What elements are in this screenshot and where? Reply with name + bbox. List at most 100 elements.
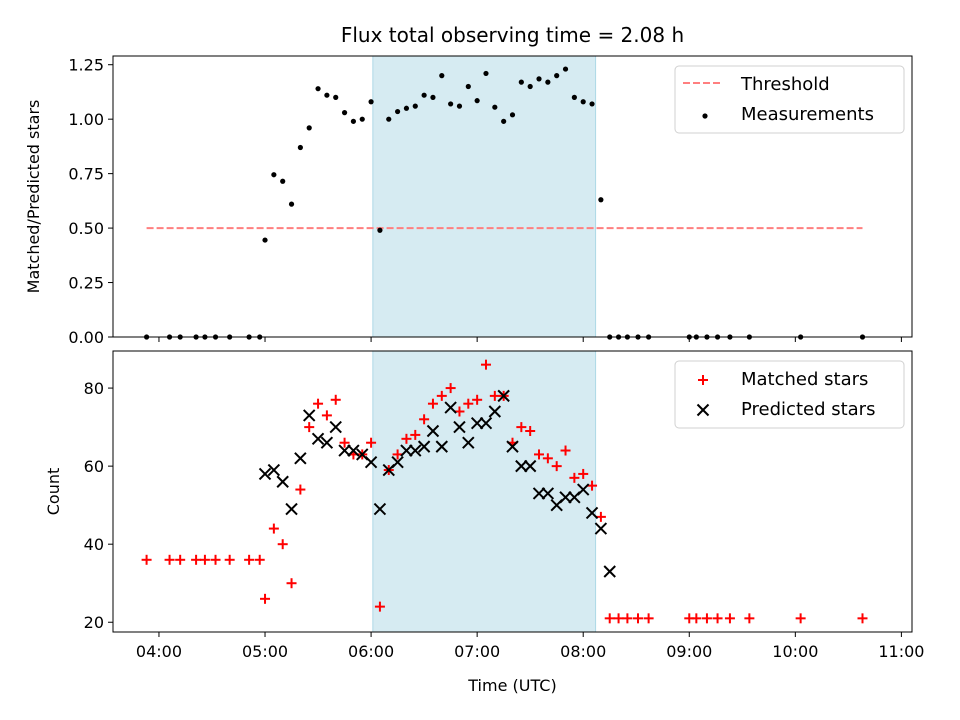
measurement-point (509, 112, 516, 118)
matched-stars-point (560, 445, 571, 456)
measurement-point (262, 237, 268, 243)
measurement-point (341, 110, 348, 116)
matched-stars-point (419, 414, 430, 425)
measurement-point (306, 125, 312, 131)
matched-stars-point (744, 613, 755, 624)
measurement-point (492, 104, 498, 110)
matched-stars-point (472, 394, 483, 405)
matched-stars-point (463, 398, 474, 409)
top-legend-box (674, 65, 905, 134)
measurement-point (465, 83, 471, 90)
measurement-point (518, 79, 524, 85)
predicted-stars-point (426, 424, 440, 438)
matched-stars-point (260, 593, 271, 604)
legend-plus-mark (698, 375, 708, 385)
matched-stars-point (224, 554, 235, 565)
top-legend: Threshold Measurements (674, 65, 905, 134)
predicted-stars-point (320, 436, 334, 449)
bottom-y-tick-label: 40 (84, 535, 104, 554)
x-tick-label: 09:00 (666, 642, 712, 661)
matched-stars-point (516, 422, 527, 433)
matched-stars-point (374, 601, 385, 612)
predicted-stars-point (285, 502, 298, 516)
matched-stars-point (445, 383, 456, 394)
predicted-stars-point (479, 416, 493, 430)
x-tick-label: 08:00 (560, 642, 606, 661)
measurement-point (271, 172, 277, 178)
measurement-point (297, 144, 303, 151)
predicted-stars-point (488, 405, 502, 418)
measurement-point (456, 103, 463, 109)
matched-stars-point (427, 398, 438, 409)
predicted-stars-point (559, 491, 572, 504)
measurement-point (536, 76, 542, 82)
matched-stars-point (191, 554, 202, 565)
top-axes-frame (112, 55, 913, 338)
matched-stars-point (286, 578, 297, 589)
matched-stars-point (304, 422, 315, 433)
matched-stars-point (244, 554, 255, 565)
measurement-point (430, 94, 436, 100)
top-y-tick-label: 0.50 (68, 219, 104, 238)
measurement-point (598, 197, 604, 203)
matched-stars-point (542, 453, 553, 464)
top-y-tick-label: 1.25 (68, 56, 104, 75)
matched-stars-point (604, 613, 615, 624)
top-panel: 0.00 0.25 0.50 0.75 1.00 1.25 Flux total obse… (24, 23, 913, 347)
x-tick-label: 10:00 (772, 642, 818, 661)
bottom-y-tick-label: 60 (84, 457, 104, 476)
measurement-point (448, 101, 454, 107)
matched-stars-point (268, 523, 279, 534)
matched-stars-point (321, 410, 332, 421)
matched-stars-point (339, 437, 350, 448)
measurement-point (350, 118, 357, 124)
chart-title: Flux total observing time = 2.08 h (341, 23, 684, 47)
bottom-y-tick-label: 80 (84, 379, 104, 398)
predicted-stars-point (523, 459, 537, 473)
top-observing-span (372, 55, 597, 338)
predicted-stars-point (338, 444, 351, 457)
matched-stars-point (724, 613, 735, 624)
matched-stars-point (622, 613, 633, 624)
x-axis-label: Time (UTC) (467, 676, 556, 695)
matched-stars-point (525, 426, 536, 437)
predicted-stars-point (294, 452, 307, 465)
matched-stars-point (489, 390, 500, 401)
bottom-axes-frame (112, 350, 913, 633)
bottom-legend-box (674, 360, 905, 429)
measurement-point (527, 83, 533, 90)
predicted-stars-point (497, 389, 510, 403)
predicted-stars-point (267, 463, 281, 477)
matched-stars-point (366, 437, 377, 448)
measurement-point (571, 94, 577, 100)
predicted-stars-point (541, 487, 555, 500)
measurement-point (580, 99, 586, 105)
predicted-stars-point (585, 506, 599, 520)
x-tick-label: 05:00 (242, 642, 288, 661)
top-y-tick-label: 0.25 (68, 274, 104, 293)
top-y-tick-label: 1.00 (68, 110, 104, 129)
x-tick-label: 11:00 (878, 642, 924, 661)
predicted-stars-point (603, 565, 616, 578)
predicted-stars-point (506, 440, 519, 453)
predicted-stars-point (258, 467, 272, 481)
measurement-point (288, 201, 295, 207)
matched-stars-point (436, 390, 447, 401)
legend-measurements-swatch (702, 113, 708, 119)
matched-stars-point (633, 613, 644, 624)
matched-stars-point (795, 613, 806, 624)
legend-x-mark (696, 403, 710, 417)
predicted-stars-point (435, 440, 448, 453)
legend-matched-label: Matched stars (741, 369, 868, 390)
matched-stars-point (199, 554, 210, 565)
bottom-panel: 04:00 05:00 06:00 07:00 08:00 09:00 10:00 11:00… (44, 350, 924, 695)
legend-threshold-label: Threshold (740, 74, 830, 95)
legend-matched-swatch (698, 375, 708, 385)
matched-stars-point (277, 539, 288, 550)
matched-stars-point (410, 429, 421, 440)
measurement-point (403, 105, 410, 111)
measurement-point (333, 94, 339, 100)
top-y-tick-label: 0.00 (68, 328, 104, 347)
matched-stars-point (295, 484, 306, 495)
